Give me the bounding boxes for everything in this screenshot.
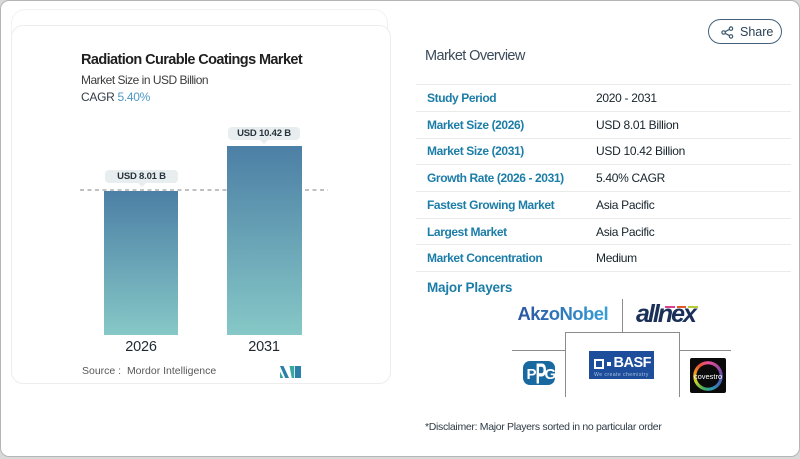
svg-text:P: P <box>527 366 537 383</box>
svg-text:P: P <box>536 359 547 388</box>
svg-text:G: G <box>545 366 557 383</box>
